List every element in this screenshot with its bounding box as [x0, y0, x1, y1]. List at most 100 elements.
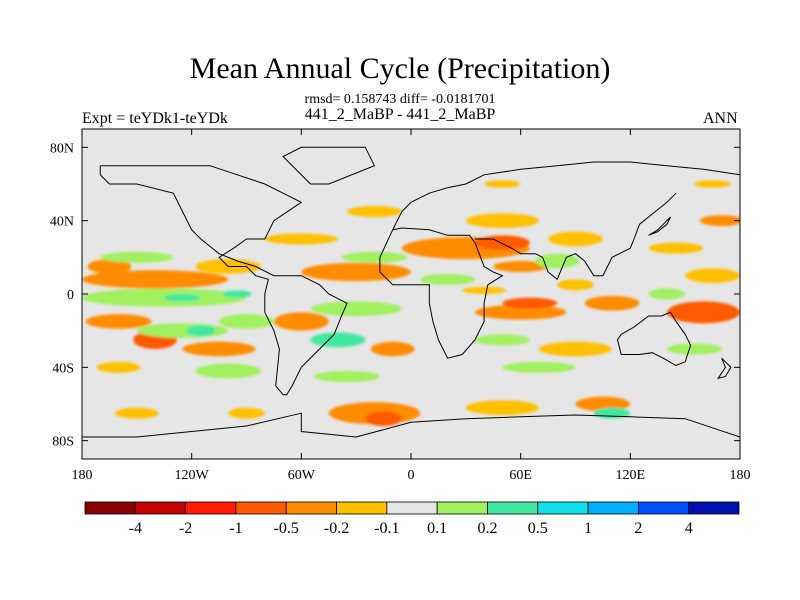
colorbar-label: -0.1	[374, 520, 399, 537]
x-tick-label: 60W	[288, 468, 316, 483]
coastline	[282, 146, 376, 185]
coastlines	[82, 146, 740, 438]
anomaly-region	[694, 180, 731, 188]
anomaly-region	[462, 286, 507, 295]
colorbar-swatch	[688, 501, 740, 515]
anomaly-region	[114, 407, 159, 419]
colorbar-label: 4	[685, 520, 693, 537]
y-tick-label: 40N	[50, 215, 74, 230]
anomaly-region	[699, 215, 740, 227]
anomaly-region	[264, 233, 338, 245]
anomaly-region	[420, 273, 475, 285]
anomaly-region	[685, 268, 740, 283]
anomaly-region	[219, 314, 274, 329]
x-axis: 180 120W 60W 0 60E 120E 180	[72, 129, 751, 483]
colorbar-label: -4	[129, 520, 142, 537]
anomaly-region	[314, 371, 380, 382]
anomaly-region	[584, 295, 640, 311]
anomaly-region	[310, 301, 402, 316]
colorbar-swatch	[587, 501, 639, 515]
x-tick-label: 0	[408, 468, 415, 483]
anomaly-region	[85, 314, 152, 329]
coastline	[379, 227, 504, 359]
coastline	[99, 165, 348, 396]
x-tick-label: 180	[730, 468, 751, 483]
x-tick-label: 60E	[509, 468, 532, 483]
x-tick-label: 120W	[175, 468, 210, 483]
colorbar-swatch	[134, 501, 187, 515]
anomaly-region	[87, 259, 132, 274]
anomaly-region	[474, 334, 530, 346]
anomaly-region	[535, 253, 580, 269]
anomaly-region	[666, 301, 740, 324]
x-tick-label: 180	[72, 468, 93, 483]
case-label: 441_2_MaBP - 441_2_MaBP	[304, 106, 496, 123]
colorbar-label: 1	[584, 520, 592, 537]
anomaly-region	[96, 361, 141, 373]
coastline	[716, 357, 732, 380]
anomaly-region	[465, 400, 539, 415]
colorbar-label: 0.5	[528, 520, 548, 537]
anomaly-region	[222, 290, 252, 298]
anomaly-region	[82, 270, 229, 289]
anomaly-region	[484, 180, 521, 188]
colorbar-label: -1	[229, 520, 242, 537]
colorbar-swatch	[386, 501, 438, 515]
colorbar-label: -2	[179, 520, 192, 537]
y-axis: 80N 40N 0 40S 80S	[50, 141, 740, 450]
anomaly-region	[182, 341, 256, 357]
x-tick-label: 120E	[616, 468, 646, 483]
y-tick-label: 80N	[50, 141, 74, 156]
anomaly-region	[347, 206, 402, 217]
colorbar-label: 0.2	[477, 520, 497, 537]
anomaly-region	[228, 407, 265, 419]
colorbar-swatch	[84, 501, 136, 515]
y-tick-label: 80S	[52, 435, 74, 450]
anomaly-region	[474, 305, 567, 320]
anomaly-region	[273, 312, 329, 331]
colorbar-label: -0.2	[324, 520, 349, 537]
anomaly-region	[493, 261, 549, 272]
anomaly-region	[186, 325, 216, 337]
anomaly-region	[310, 332, 366, 348]
anomaly-regions	[82, 180, 740, 426]
colorbar-label: 2	[634, 520, 642, 537]
season-label: ANN	[703, 110, 738, 127]
anomaly-region	[538, 341, 613, 357]
coastline	[616, 311, 692, 367]
anomaly-region	[100, 251, 174, 263]
anomaly-region	[557, 279, 594, 291]
coastline	[392, 161, 740, 231]
anomaly-region	[502, 297, 558, 309]
anomaly-region	[474, 235, 530, 251]
anomaly-region	[164, 294, 201, 302]
anomaly-region	[548, 231, 603, 247]
colorbar-swatch	[637, 501, 690, 515]
colorbar-swatch	[436, 501, 488, 515]
anomaly-region	[465, 213, 539, 229]
anomaly-region	[301, 262, 411, 282]
colorbar-label: 0.1	[427, 520, 447, 537]
colorbar-swatch	[285, 501, 337, 515]
colorbar-swatch	[235, 501, 287, 515]
anomaly-region	[195, 363, 262, 379]
anomaly-region	[502, 361, 576, 373]
colorbar-swatch	[537, 501, 589, 515]
anomaly-region	[341, 251, 408, 263]
coastline	[648, 216, 671, 236]
colorbar-swatch	[487, 501, 539, 515]
y-tick-label: 40S	[52, 361, 74, 376]
y-tick-label: 0	[67, 288, 74, 303]
colorbar-swatch	[336, 501, 388, 515]
colorbar-label: -0.5	[274, 520, 299, 537]
chart-title: Mean Annual Cycle (Precipitation)	[189, 52, 611, 85]
colorbar-swatch	[185, 501, 237, 515]
coastline	[475, 192, 677, 281]
stats-line: rmsd= 0.158743 diff= -0.0181701	[304, 92, 496, 107]
anomaly-region	[370, 341, 415, 357]
anomaly-region	[648, 242, 704, 254]
anomaly-region	[365, 411, 402, 426]
coastline	[82, 412, 740, 438]
colorbar: -4 -2 -1 -0.5 -0.2 -0.1 0.1 0.2 0.5 1 2 4	[84, 501, 740, 537]
